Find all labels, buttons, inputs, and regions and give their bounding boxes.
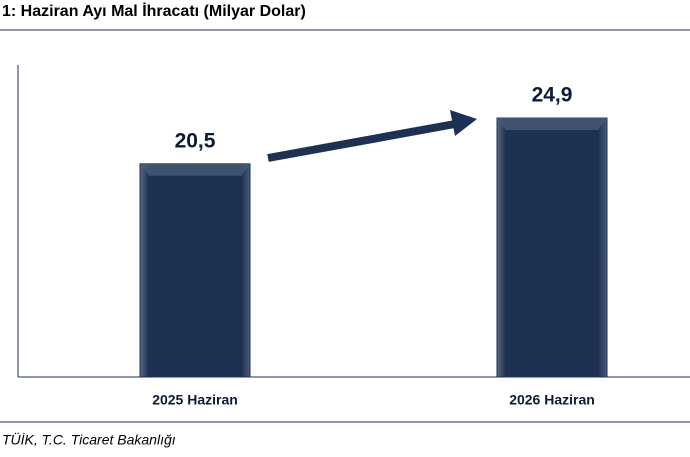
chart-title: 1: Haziran Ayı Mal İhracatı (Milyar Dola… (2, 2, 306, 20)
x-tick-label: 2026 Haziran (509, 392, 595, 408)
value-label: 20,5 (175, 129, 216, 152)
arrow-shaft (267, 120, 456, 162)
source-note: TÜİK, T.C. Ticaret Bakanlığı (2, 431, 176, 448)
bar (139, 163, 251, 378)
arrow-head (450, 110, 477, 136)
bar-bevel (497, 118, 607, 131)
bar-bevel (140, 163, 250, 176)
bar (496, 117, 608, 378)
value-label: 24,9 (532, 84, 573, 107)
x-tick-label: 2025 Haziran (152, 392, 238, 408)
trend-arrow (267, 110, 477, 162)
